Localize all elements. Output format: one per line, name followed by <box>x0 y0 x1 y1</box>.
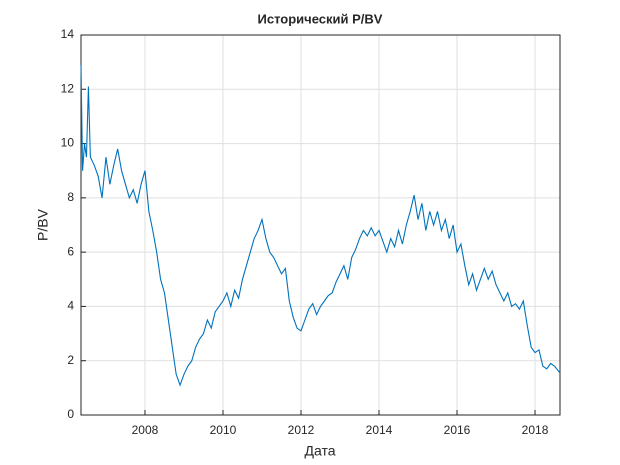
y-tick-label: 10 <box>61 136 75 150</box>
y-tick-label: 6 <box>67 244 74 258</box>
x-tick-label: 2018 <box>522 423 549 437</box>
plot-frame <box>80 34 561 416</box>
y-axis-label: P/BV <box>35 208 51 241</box>
chart-title: Исторический P/BV <box>258 11 383 26</box>
x-axis-label: Дата <box>304 443 335 459</box>
y-tick-label: 0 <box>67 407 74 421</box>
y-tick-label: 4 <box>67 299 74 313</box>
x-tick-label: 2016 <box>444 423 471 437</box>
data-line <box>80 64 561 387</box>
x-tick-label: 2010 <box>210 423 237 437</box>
y-tick-label: 14 <box>61 27 75 41</box>
y-tick-label: 12 <box>61 81 75 95</box>
x-tick-label: 2008 <box>132 423 159 437</box>
x-tick-label: 2012 <box>288 423 315 437</box>
x-tick-label: 2014 <box>366 423 393 437</box>
y-tick-label: 8 <box>67 190 74 204</box>
y-tick-label: 2 <box>67 353 74 367</box>
